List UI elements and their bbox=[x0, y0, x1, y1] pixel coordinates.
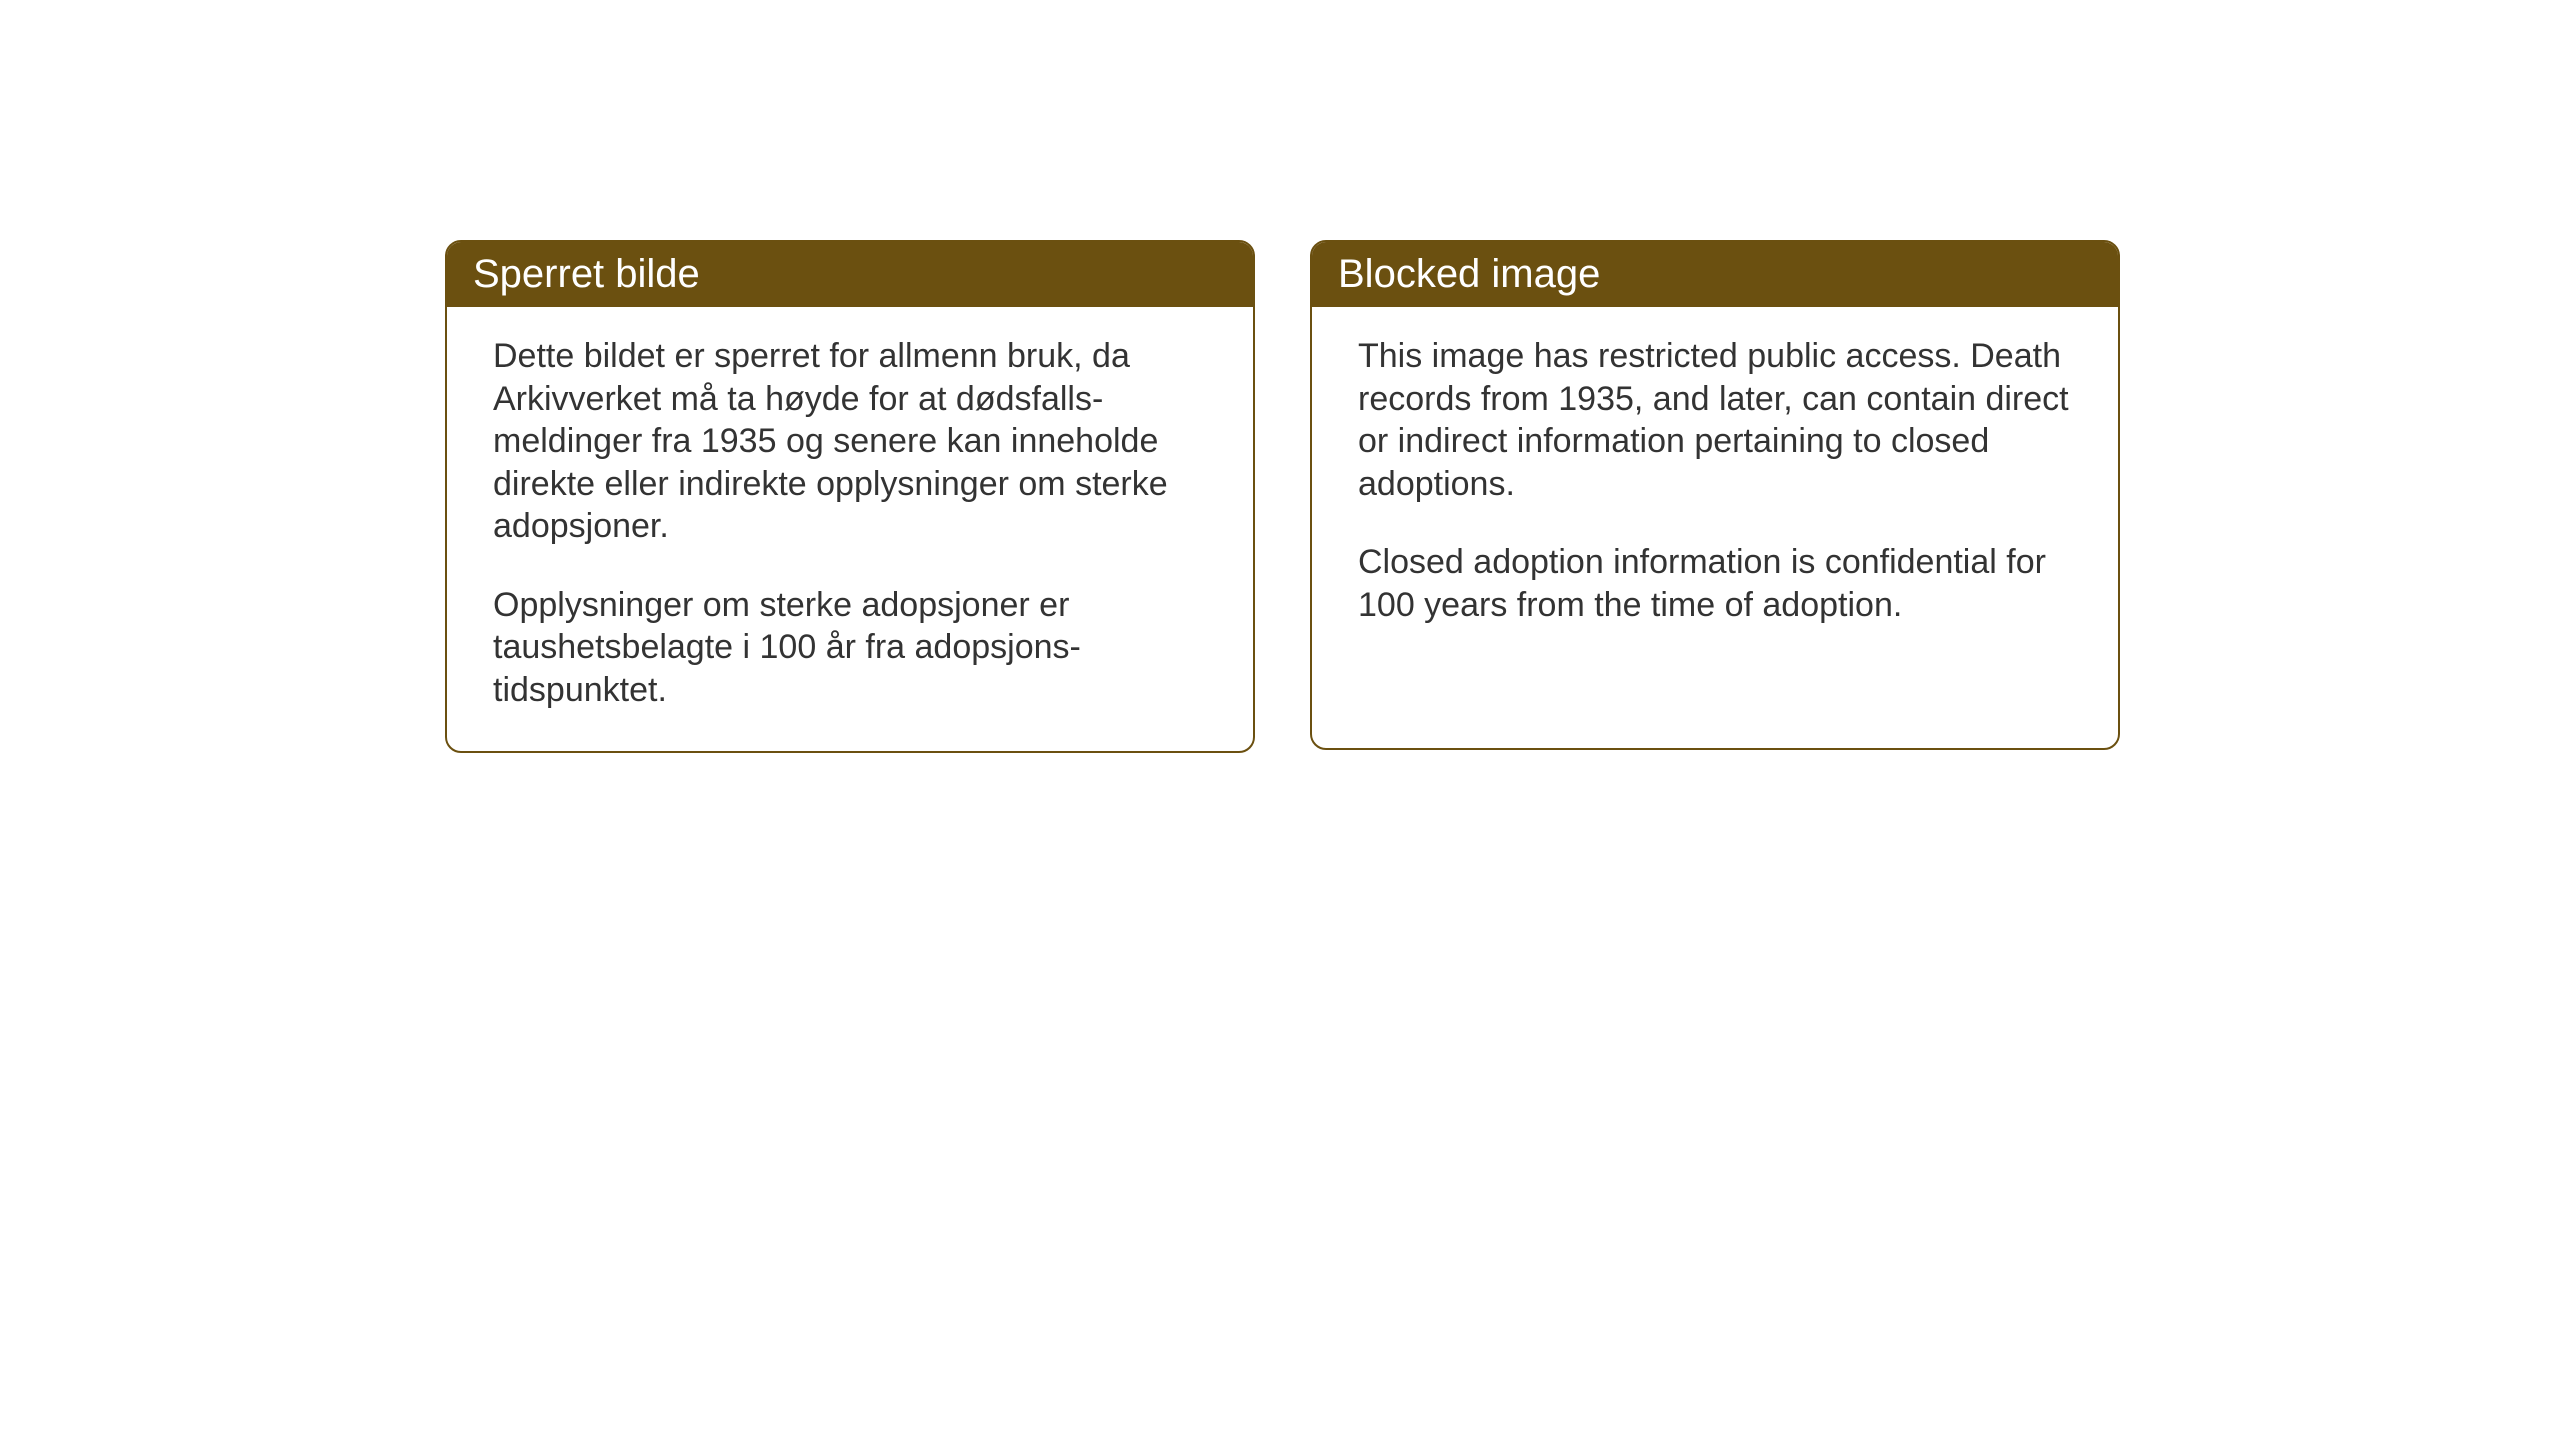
card-body-norwegian: Dette bildet er sperret for allmenn bruk… bbox=[447, 307, 1253, 751]
card-title-norwegian: Sperret bilde bbox=[473, 252, 700, 296]
card-header-norwegian: Sperret bilde bbox=[447, 242, 1253, 307]
card-body-english: This image has restricted public access.… bbox=[1312, 307, 2118, 666]
card-paragraph-1-english: This image has restricted public access.… bbox=[1358, 335, 2072, 505]
notice-container: Sperret bilde Dette bildet er sperret fo… bbox=[445, 240, 2120, 753]
notice-card-norwegian: Sperret bilde Dette bildet er sperret fo… bbox=[445, 240, 1255, 753]
card-header-english: Blocked image bbox=[1312, 242, 2118, 307]
card-title-english: Blocked image bbox=[1338, 252, 1600, 296]
card-paragraph-1-norwegian: Dette bildet er sperret for allmenn bruk… bbox=[493, 335, 1207, 548]
card-paragraph-2-norwegian: Opplysninger om sterke adopsjoner er tau… bbox=[493, 584, 1207, 712]
notice-card-english: Blocked image This image has restricted … bbox=[1310, 240, 2120, 750]
card-paragraph-2-english: Closed adoption information is confident… bbox=[1358, 541, 2072, 626]
